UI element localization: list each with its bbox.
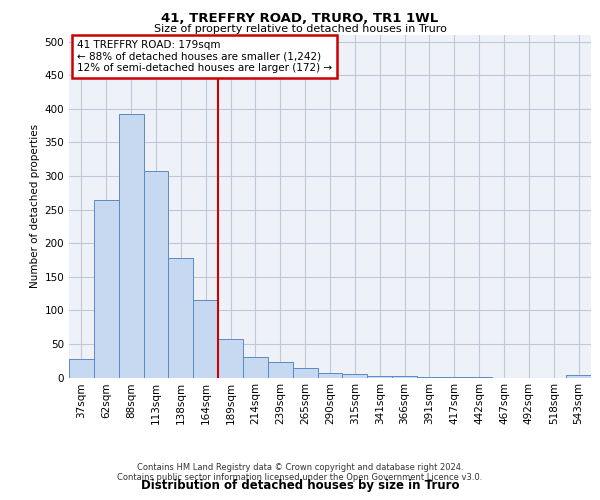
Text: Contains HM Land Registry data © Crown copyright and database right 2024.: Contains HM Land Registry data © Crown c… xyxy=(137,464,463,472)
Bar xyxy=(293,368,317,378)
Y-axis label: Number of detached properties: Number of detached properties xyxy=(30,124,40,288)
Text: Distribution of detached houses by size in Truro: Distribution of detached houses by size … xyxy=(141,480,459,492)
Bar xyxy=(193,300,218,378)
Bar xyxy=(367,376,392,378)
Text: 41, TREFFRY ROAD, TRURO, TR1 1WL: 41, TREFFRY ROAD, TRURO, TR1 1WL xyxy=(161,12,439,26)
Bar xyxy=(69,360,94,378)
Bar xyxy=(417,377,442,378)
Text: 41 TREFFRY ROAD: 179sqm
← 88% of detached houses are smaller (1,242)
12% of semi: 41 TREFFRY ROAD: 179sqm ← 88% of detache… xyxy=(77,40,332,74)
Bar xyxy=(566,376,591,378)
Bar xyxy=(317,373,343,378)
Bar xyxy=(243,356,268,378)
Bar xyxy=(442,377,467,378)
Bar xyxy=(467,377,491,378)
Bar xyxy=(143,172,169,378)
Bar xyxy=(218,339,243,378)
Bar xyxy=(343,374,367,378)
Bar xyxy=(169,258,193,378)
Text: Size of property relative to detached houses in Truro: Size of property relative to detached ho… xyxy=(154,24,446,34)
Bar xyxy=(94,200,119,378)
Bar xyxy=(119,114,143,378)
Bar xyxy=(268,362,293,378)
Text: Contains public sector information licensed under the Open Government Licence v3: Contains public sector information licen… xyxy=(118,473,482,482)
Bar xyxy=(392,376,417,378)
